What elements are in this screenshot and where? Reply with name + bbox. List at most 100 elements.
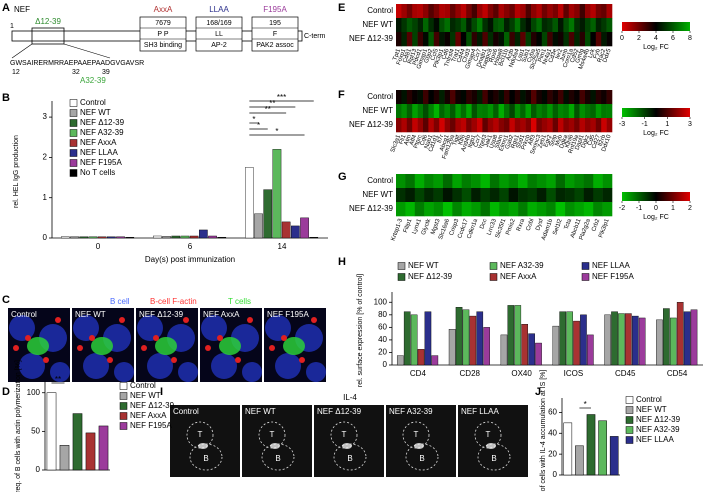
legend-swatch [69,169,78,177]
b-cell [19,353,45,379]
bar [396,355,404,366]
heat-cell [433,104,440,119]
sequence: GWSAIRERMRRAEPAAEPAADGVGAVSR [10,60,144,67]
heat-cell [466,118,472,133]
tile-label: Control [173,407,199,416]
column-label: Crisp3 [449,218,461,237]
heat-cell [396,104,402,119]
bar [580,314,587,366]
image-legend: T cells [228,297,251,306]
y-tick-label: 0 [383,360,388,369]
heat-cell [555,174,566,189]
t-cell [27,337,49,355]
column-label: Elmo1 [499,134,511,153]
x-tick-label: CD4 [410,369,427,378]
f-actin [119,317,125,323]
b-cell [306,362,326,382]
heat-cell [433,32,440,47]
colorbar-tick-label: 0 [620,35,624,42]
heat-cell [487,18,494,33]
y-axis-label: rel. HEL IgG production [13,135,20,208]
heat-cell [450,32,456,47]
heat-cell [417,18,424,33]
y-axis-label: rel. surface expression [% of control] [357,274,364,387]
legend-label: NEF WT [80,108,111,117]
heat-cell [555,202,566,217]
heat-cell [482,90,489,105]
column-label: Cd6 [441,48,451,61]
heat-cell [401,18,408,33]
significance-label: * [252,115,255,124]
heat-cell [536,32,543,47]
heat-cell [558,18,564,33]
heat-cell [487,104,494,119]
heat-cell [602,188,613,203]
heat-cell [487,4,494,19]
heat-cell [536,18,543,33]
bar [98,425,109,471]
bar [483,327,490,366]
heat-cell [536,4,543,19]
micrograph [386,405,456,477]
column-label: Ptprc [413,134,423,149]
legend-swatch [69,139,78,147]
column-label: Crb2 [591,218,601,233]
heat-cell [428,118,435,133]
column-label: Selp [549,134,559,148]
heat-cell [493,32,499,47]
column-label: Rxra [516,218,526,233]
f-actin [55,317,61,323]
heat-cell [493,104,499,119]
colorbar-tick-label: -3 [619,121,625,128]
heat-cell [433,4,440,19]
heat-cell [424,188,434,203]
column-label: Il7r [437,134,445,144]
heat-cell [520,4,526,19]
tile-label: NEF F195A [267,310,309,319]
column-label: Bcl11b [498,48,510,67]
heat-cell [585,90,591,105]
legend-label: NEF LLAA [80,148,118,157]
domain-box [139,16,187,52]
heat-cell [406,4,413,19]
panel-label: I [160,386,163,398]
f-actin [43,357,49,363]
heat-cell [518,188,528,203]
heat-cell [455,118,462,133]
domain-box [251,16,299,52]
heat-cell [452,188,463,203]
heat-cell [461,174,472,189]
bar [683,311,691,366]
bar [125,236,135,239]
column-label: Tigit [452,134,462,147]
heat-cell [546,188,556,203]
heat-cell [563,104,570,119]
heat-cell [579,18,586,33]
il4-signal [198,443,208,449]
heat-cell [405,188,416,203]
heat-cell [508,202,519,217]
heat-cell [477,32,483,47]
legend-label: NEF WT [408,261,439,270]
f-actin [235,357,241,363]
f-actin [171,357,177,363]
bar [189,235,199,239]
column-label: Il2rb [598,134,608,148]
column-label: Cyba [527,48,538,64]
bar [272,149,282,239]
heat-cell [499,188,509,203]
legend-label: Control [80,98,106,107]
heat-cell [606,32,613,47]
heat-cell [412,118,418,133]
colorbar-tick-label: -1 [636,205,642,212]
bar [507,305,515,366]
legend-label: NEF F195A [130,421,172,430]
column-label: Ccl5 [430,48,440,62]
heat-cell [444,18,451,33]
heat-cell [593,188,603,203]
heat-cell [466,18,472,33]
column-label: Hspa8 [493,48,505,67]
heat-cell [547,118,553,133]
heat-cell [518,202,528,217]
heat-cell [477,18,483,33]
